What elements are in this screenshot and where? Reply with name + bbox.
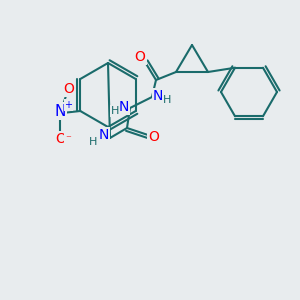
Text: H: H [163, 95, 171, 105]
Text: O: O [55, 132, 66, 146]
Text: H: H [89, 137, 97, 147]
Text: N: N [99, 128, 109, 142]
Text: ⁻: ⁻ [65, 134, 71, 144]
Text: N: N [153, 89, 163, 103]
Text: N: N [55, 103, 66, 118]
Text: O: O [63, 82, 74, 96]
Text: O: O [135, 50, 146, 64]
Text: O: O [148, 130, 159, 144]
Text: H: H [111, 106, 119, 116]
Text: N: N [119, 100, 129, 114]
Text: +: + [64, 100, 72, 110]
